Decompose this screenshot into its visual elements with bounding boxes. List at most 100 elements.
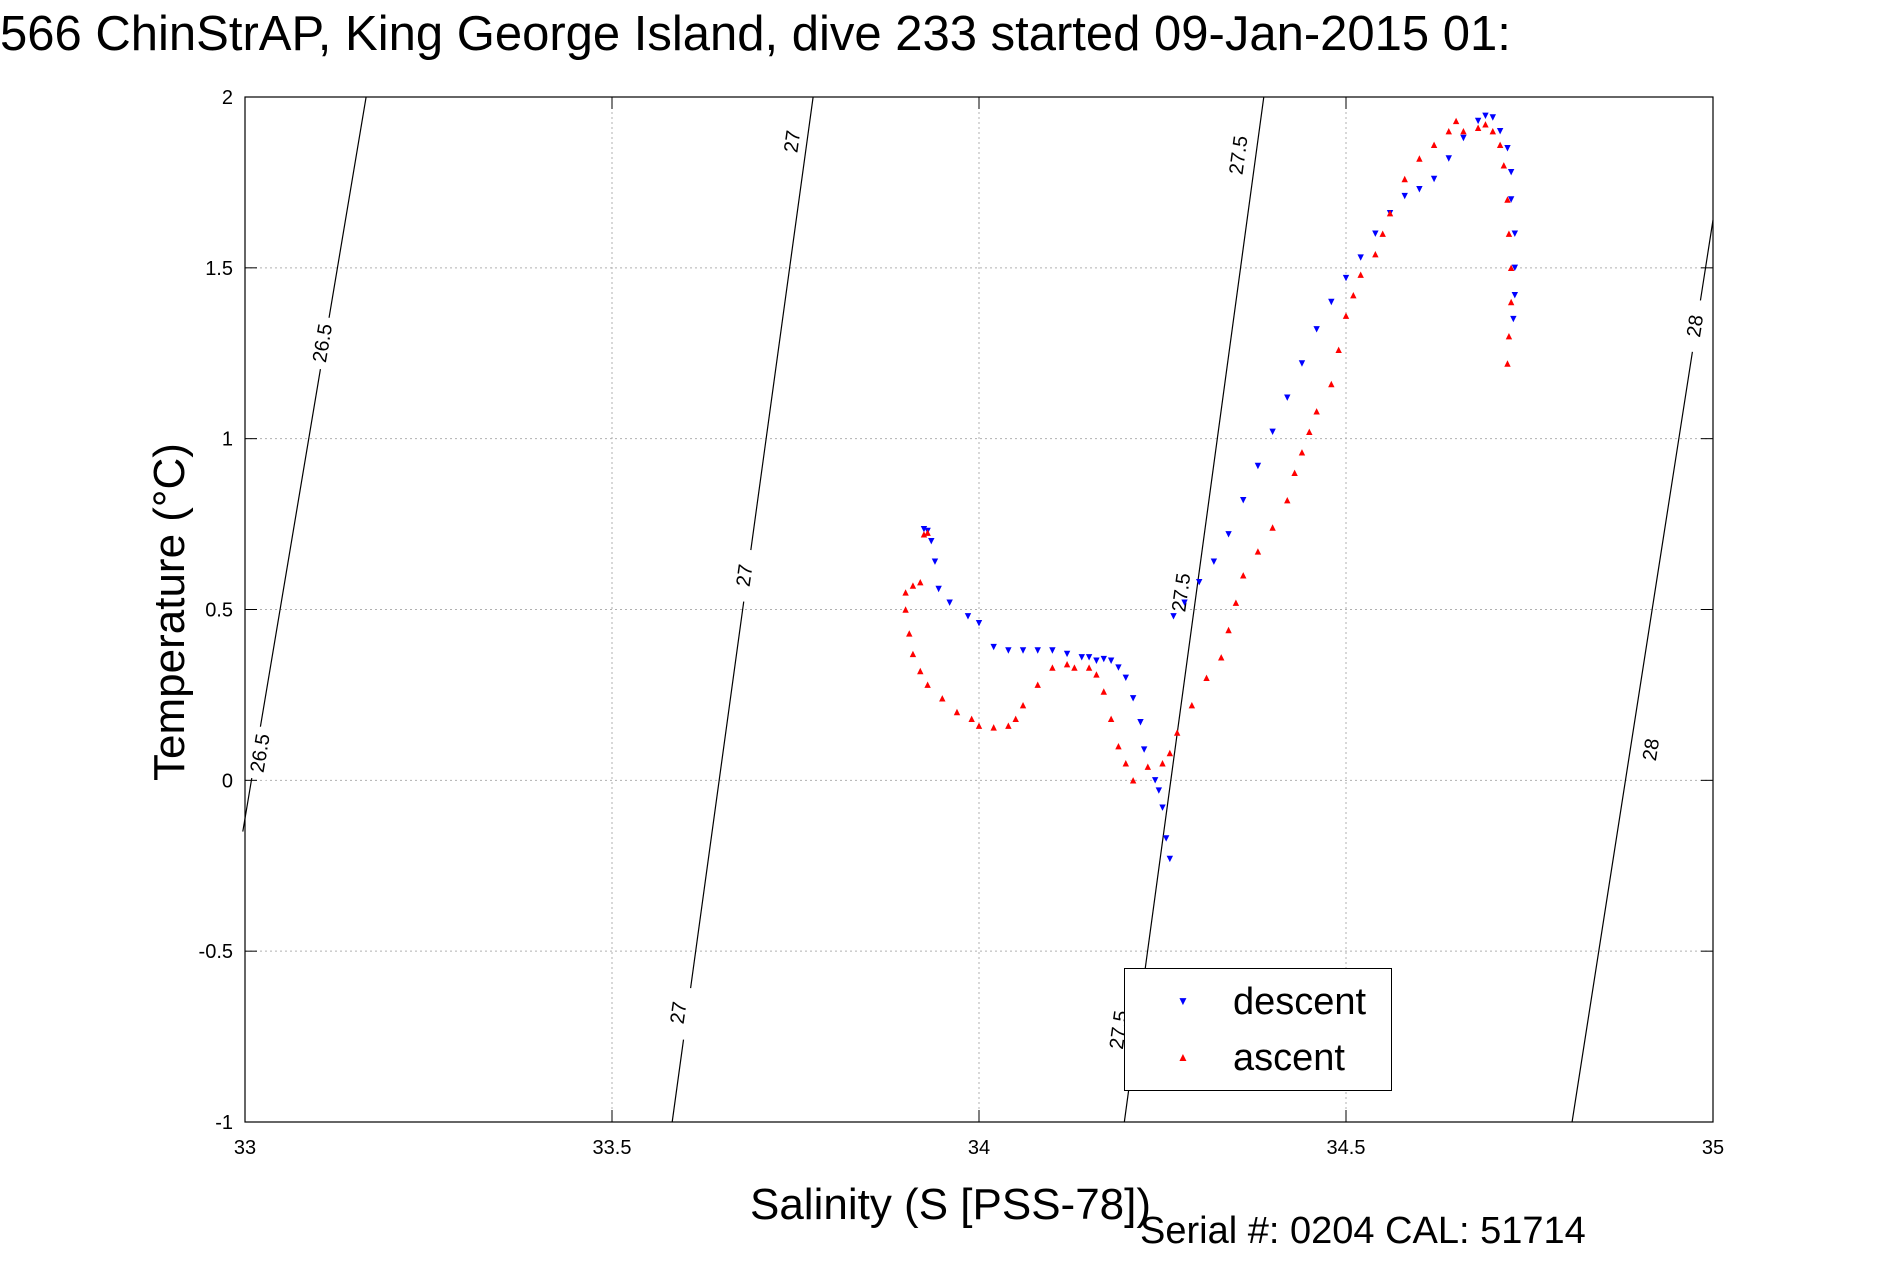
y-tick-label: 0.5 bbox=[205, 600, 233, 622]
ascent-point bbox=[1357, 271, 1364, 278]
descent-point bbox=[1063, 650, 1071, 658]
isopycnal-label-bg bbox=[1166, 565, 1196, 620]
ascent-point bbox=[1489, 127, 1496, 135]
descent-point bbox=[1107, 657, 1115, 664]
descent-point bbox=[928, 537, 935, 545]
ascent-point bbox=[1100, 688, 1107, 695]
isopycnal-label-bg bbox=[663, 985, 693, 1040]
up-triangle-marker-icon: ▲ bbox=[1177, 1050, 1189, 1064]
ascent-point bbox=[1034, 681, 1041, 688]
descent-point bbox=[1210, 558, 1218, 565]
isopycnal-line bbox=[1123, 96, 1265, 1123]
ascent-point bbox=[1115, 742, 1122, 750]
ascent-point bbox=[1122, 760, 1129, 767]
descent-point bbox=[1181, 599, 1188, 606]
descent-point bbox=[1162, 835, 1170, 842]
ascent-point bbox=[1225, 626, 1232, 634]
ascent-point bbox=[1328, 380, 1335, 388]
isopycnal-label-bg bbox=[1223, 127, 1253, 183]
isopycnal-label: 26.5 bbox=[247, 732, 275, 774]
ascent-point bbox=[1005, 722, 1012, 729]
descent-point bbox=[1254, 462, 1262, 470]
descent-point bbox=[975, 619, 983, 627]
descent-point bbox=[1122, 674, 1129, 682]
descent-point bbox=[1129, 695, 1137, 702]
descent-point bbox=[1416, 186, 1423, 193]
descent-point bbox=[1474, 117, 1482, 125]
ascent-point bbox=[1496, 141, 1504, 149]
descent-point bbox=[1313, 326, 1320, 333]
descent-point bbox=[1078, 654, 1085, 661]
ascent-point bbox=[1350, 291, 1357, 299]
legend-item-ascent: ▲ ascent bbox=[1125, 1033, 1391, 1083]
descent-point bbox=[1507, 196, 1515, 203]
ascent-point bbox=[1482, 121, 1489, 128]
descent-point bbox=[1034, 647, 1041, 654]
isopycnal-line bbox=[1571, 219, 1714, 1123]
isopycnal-line bbox=[242, 96, 367, 832]
descent-point bbox=[1140, 746, 1148, 753]
descent-point bbox=[1357, 254, 1364, 261]
descent-point bbox=[1511, 291, 1519, 299]
ascent-point bbox=[1298, 449, 1306, 456]
legend-label: descent bbox=[1233, 981, 1367, 1023]
ascent-point bbox=[1203, 674, 1210, 682]
descent-point bbox=[931, 558, 939, 565]
ascent-point bbox=[917, 578, 924, 586]
descent-point bbox=[1496, 127, 1504, 135]
descent-point bbox=[1170, 613, 1177, 620]
legend-label: ascent bbox=[1233, 1037, 1345, 1079]
descent-point bbox=[1342, 274, 1350, 282]
y-tick-label: 0 bbox=[222, 770, 233, 792]
descent-point bbox=[1155, 787, 1163, 794]
ascent-point bbox=[924, 681, 931, 688]
data-series bbox=[902, 112, 1519, 863]
series-descent bbox=[920, 112, 1519, 863]
ascent-point bbox=[1306, 428, 1313, 436]
ascent-point bbox=[1445, 127, 1452, 135]
ascent-point bbox=[1085, 664, 1093, 671]
ascent-point bbox=[1507, 298, 1515, 306]
isopycnal-label: 28 bbox=[1639, 737, 1664, 762]
ascent-point bbox=[1269, 524, 1276, 531]
descent-point bbox=[1430, 175, 1438, 183]
ascent-point bbox=[909, 650, 917, 658]
x-tick-label: 33.5 bbox=[593, 1137, 632, 1159]
ascent-point bbox=[1218, 654, 1225, 661]
ascent-point bbox=[1063, 660, 1071, 668]
descent-point bbox=[935, 585, 942, 593]
axis-ticks: 33 33.5 34 34.5 35 -1 -0.5 0 0.5 1 1.5 2 bbox=[199, 87, 1725, 1159]
descent-point bbox=[1151, 777, 1159, 784]
ascent-point bbox=[1401, 175, 1408, 183]
ascent-point bbox=[1173, 729, 1181, 736]
descent-point bbox=[1159, 804, 1166, 811]
x-tick-label: 33 bbox=[234, 1137, 256, 1159]
ascent-point bbox=[1504, 360, 1511, 367]
ascent-point bbox=[1240, 572, 1247, 579]
isopycnal-label-bg bbox=[777, 114, 807, 169]
ascent-point bbox=[1284, 496, 1291, 504]
descent-point bbox=[1445, 155, 1452, 162]
x-axis-label-text: Salinity (S [PSS-78]) bbox=[749, 1180, 1152, 1229]
descent-point bbox=[1093, 657, 1100, 664]
descent-point bbox=[1511, 264, 1519, 272]
descent-point bbox=[920, 526, 928, 533]
ascent-point bbox=[1379, 230, 1386, 237]
ascent-point bbox=[902, 589, 909, 596]
descent-point bbox=[1511, 230, 1519, 237]
isopycnal-label-bg bbox=[1679, 298, 1710, 354]
grid-lines bbox=[245, 97, 1713, 1122]
ascent-point bbox=[1291, 469, 1298, 477]
ascent-point bbox=[1500, 162, 1508, 169]
ascent-point bbox=[1107, 715, 1115, 723]
descent-point bbox=[1100, 655, 1107, 663]
ascent-point bbox=[1386, 209, 1394, 217]
legend: ▼ descent ▲ ascent bbox=[1124, 968, 1392, 1091]
descent-point bbox=[1085, 654, 1093, 661]
ascent-point bbox=[1188, 701, 1196, 709]
isopycnal-label-bg bbox=[306, 315, 338, 371]
descent-point bbox=[1510, 315, 1517, 323]
isopycnal-line bbox=[671, 96, 814, 1123]
descent-point bbox=[1328, 298, 1335, 306]
